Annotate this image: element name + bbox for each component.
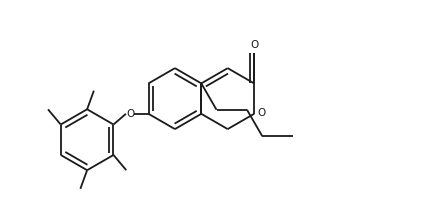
Text: O: O — [250, 40, 258, 50]
Text: O: O — [126, 109, 134, 119]
Text: O: O — [258, 108, 266, 118]
